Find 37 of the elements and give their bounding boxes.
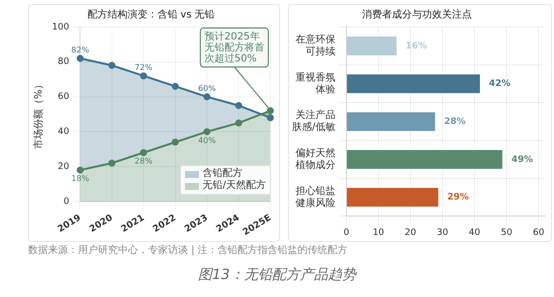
x-tick-label: 10 — [372, 228, 384, 238]
y-tick-label: 重视香氛体验 — [295, 71, 336, 96]
data-label: 18% — [71, 174, 90, 184]
data-label: 82% — [71, 45, 90, 54]
y-tick-label: 100 — [52, 22, 70, 32]
annotation: 预计2025年无铅配方将首次超过50% — [204, 30, 264, 65]
data-label: 29% — [447, 192, 469, 203]
x-tick-label: 20 — [404, 228, 416, 238]
x-tick-label: 30 — [436, 228, 448, 238]
data-label: 60% — [198, 84, 216, 93]
data-label: 28% — [444, 116, 466, 127]
y-tick-label: 40 — [58, 127, 70, 138]
y-tick-label: 20 — [58, 162, 70, 172]
legend-label: 无铅/天然配方 — [202, 180, 266, 192]
data-label: 40% — [198, 136, 216, 145]
x-tick-label: 40 — [468, 228, 481, 238]
chart-title: 配方结构演变：含铅 vs 无铅 — [87, 8, 215, 21]
y-tick-label: 在意环保可持续 — [295, 34, 336, 58]
data-label: 42% — [488, 79, 510, 90]
y-tick-label: 80 — [58, 57, 70, 68]
legend-label: 含铅配方 — [202, 168, 243, 180]
y-axis-title: 市场份额（%） — [32, 79, 45, 149]
data-label: 28% — [134, 156, 153, 166]
x-tick-label: 0 — [344, 228, 350, 238]
y-tick-label: 0 — [63, 196, 70, 207]
x-tick-label: 50 — [500, 228, 513, 238]
data-label: 16% — [406, 41, 428, 52]
y-tick-label: 偏好天然植物成分 — [295, 147, 336, 172]
chart-title: 消费者成分与功效关注点 — [362, 8, 472, 21]
y-tick-label: 60 — [58, 92, 70, 102]
caption: 图13：无铅配方产品趋势 — [197, 266, 358, 284]
data-label: 72% — [134, 62, 153, 72]
source-note: 数据来源：用户研究中心，专家访谈 | 注：含铅配方指含铅盐的传统配方 — [28, 244, 348, 257]
data-label: 49% — [511, 154, 533, 165]
x-tick-label: 60 — [532, 228, 545, 238]
y-tick-label: 关注产品肤感/低敏 — [292, 109, 336, 134]
y-tick-label: 担心铅盐健康风险 — [295, 184, 336, 209]
